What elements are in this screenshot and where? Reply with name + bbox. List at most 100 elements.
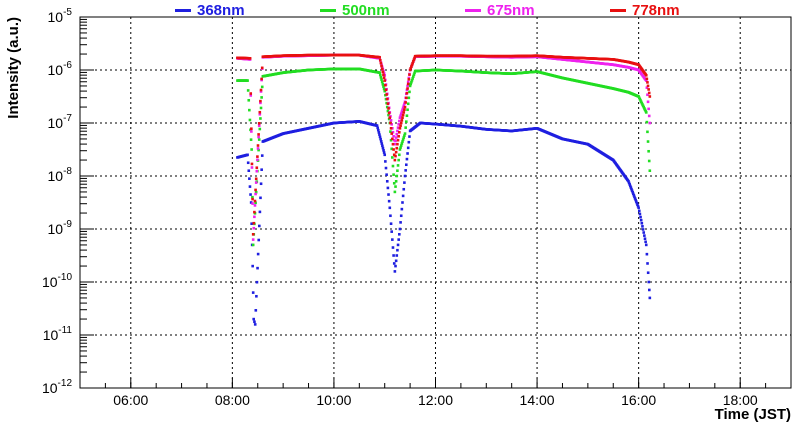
- data-point: [402, 136, 406, 139]
- data-point: [260, 96, 263, 99]
- data-point: [389, 119, 393, 122]
- data-point: [390, 147, 393, 151]
- data-point: [257, 138, 261, 141]
- data-point: [641, 228, 645, 231]
- data-point: [629, 186, 633, 189]
- data-point: [389, 130, 392, 133]
- data-point: [399, 124, 402, 127]
- data-point: [642, 105, 646, 109]
- data-point: [251, 264, 254, 268]
- data-point: [638, 97, 642, 101]
- data-point: [257, 124, 261, 127]
- legend-label-368nm: 368nm: [197, 2, 245, 19]
- data-point: [396, 169, 399, 172]
- x-tick-label: 16:00: [621, 392, 656, 408]
- y-tick-label: 10-5: [48, 7, 73, 25]
- data-point: [380, 142, 384, 145]
- data-point: [259, 196, 262, 200]
- series-500nm: [236, 67, 652, 247]
- data-point: [387, 111, 391, 115]
- data-point: [634, 200, 638, 203]
- data-point: [256, 155, 259, 158]
- data-point: [646, 262, 649, 265]
- data-point: [410, 79, 414, 82]
- legend-label-778nm: 778nm: [632, 2, 680, 19]
- legend-swatch-778nm: [610, 9, 626, 12]
- data-point: [377, 131, 381, 134]
- data-point: [251, 197, 254, 201]
- x-tick-label: 12:00: [418, 392, 453, 408]
- data-point: [408, 73, 411, 76]
- data-point: [250, 148, 253, 151]
- data-point: [628, 183, 631, 186]
- data-point: [256, 147, 260, 150]
- data-point: [381, 144, 384, 148]
- data-point: [646, 81, 649, 84]
- data-point: [381, 146, 385, 150]
- data-point: [256, 158, 259, 162]
- data-point: [641, 103, 644, 106]
- data-point: [384, 166, 388, 170]
- data-point: [631, 192, 635, 196]
- data-point: [646, 100, 650, 104]
- data-point: [260, 85, 264, 89]
- data-point: [404, 126, 407, 129]
- data-point: [394, 150, 398, 154]
- data-point: [401, 138, 405, 141]
- data-point: [248, 118, 252, 122]
- data-point: [643, 237, 647, 241]
- data-point: [380, 80, 384, 84]
- data-point: [639, 100, 643, 104]
- data-point: [644, 79, 648, 82]
- data-point: [384, 83, 387, 87]
- data-point: [393, 270, 397, 273]
- data-point: [392, 254, 395, 257]
- data-point: [645, 252, 649, 256]
- data-point: [404, 101, 407, 104]
- data-point: [633, 197, 637, 200]
- data-point: [380, 78, 383, 81]
- data-point: [387, 113, 390, 117]
- data-point: [405, 91, 409, 95]
- data-point: [407, 77, 411, 81]
- data-point: [638, 212, 642, 216]
- data-point: [403, 105, 407, 109]
- data-point: [258, 112, 262, 116]
- data-point: [378, 133, 381, 136]
- data-point: [251, 195, 254, 199]
- data-point: [376, 126, 379, 130]
- y-axis-title: Intensity (a.u.): [5, 17, 22, 119]
- data-point: [389, 121, 392, 125]
- data-point: [397, 158, 400, 162]
- data-point: [248, 108, 251, 112]
- data-point: [253, 204, 257, 207]
- data-point: [643, 108, 647, 112]
- data-point: [402, 187, 406, 191]
- data-point: [644, 109, 647, 113]
- data-point: [396, 142, 399, 146]
- data-point: [391, 156, 394, 159]
- data-point: [645, 77, 649, 81]
- x-tick-label: 18:00: [723, 392, 758, 408]
- data-point: [627, 180, 630, 183]
- y-tick-label: 10-9: [48, 219, 73, 237]
- data-point: [408, 68, 412, 72]
- data-point: [378, 71, 381, 74]
- data-point: [402, 104, 406, 108]
- data-point: [639, 215, 642, 219]
- data-point: [401, 201, 404, 204]
- data-point: [246, 153, 249, 157]
- data-point: [249, 193, 252, 196]
- data-point: [396, 164, 400, 167]
- data-point: [249, 94, 253, 97]
- data-point: [393, 190, 397, 194]
- data-point: [405, 157, 409, 161]
- x-axis-title: Time (JST): [715, 406, 791, 423]
- data-point: [398, 127, 402, 130]
- data-point: [251, 233, 255, 236]
- data-point: [403, 102, 406, 106]
- data-point: [378, 55, 381, 59]
- data-point: [644, 243, 648, 247]
- data-point: [647, 149, 650, 153]
- data-point: [386, 109, 390, 113]
